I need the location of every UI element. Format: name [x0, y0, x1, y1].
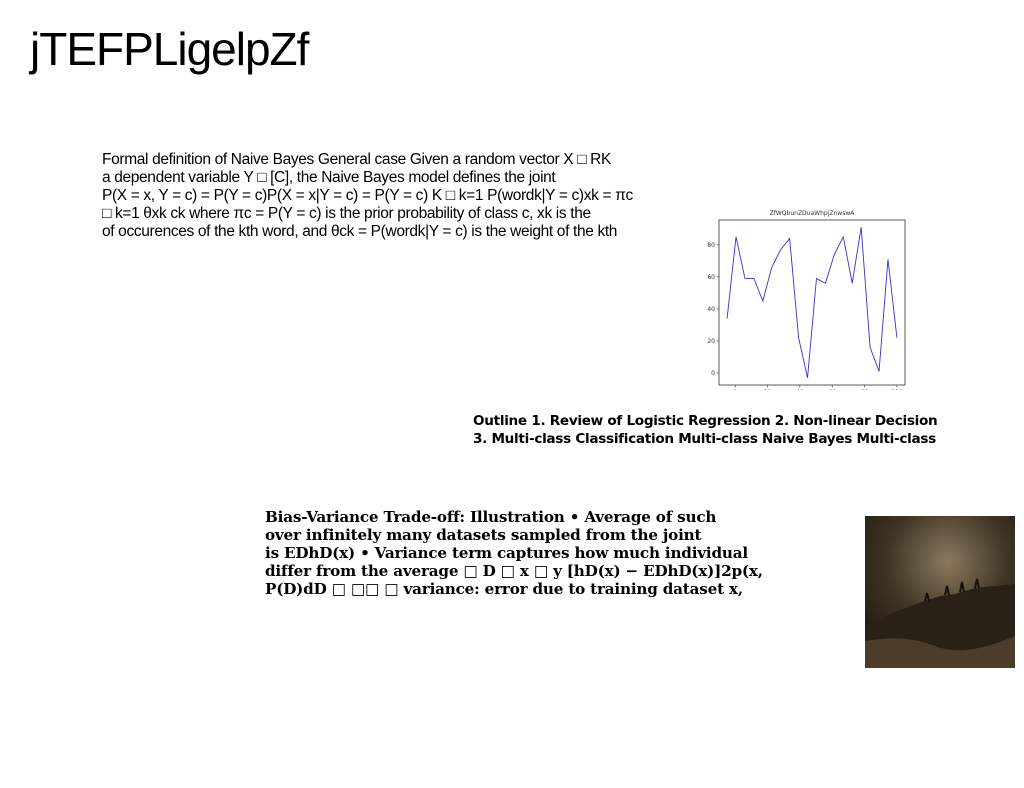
- x-tick-label: 40: [796, 389, 804, 390]
- y-tick-label: 40: [707, 306, 715, 313]
- slide-title: jTEFPLigelpZf: [30, 23, 309, 75]
- text-line: P(D)dD □ □□ □ variance: error due to tra…: [265, 580, 743, 598]
- x-tick-label: 100: [891, 389, 903, 390]
- text-line: over infinitely many datasets sampled fr…: [265, 526, 702, 544]
- y-tick-label: 60: [707, 274, 715, 281]
- paragraph: Bias-Variance Trade-off: Illustration • …: [265, 508, 763, 598]
- y-tick-label: 80: [707, 242, 715, 249]
- chart-title: ZfWQbunZDuaWhpjZnwswA: [770, 210, 856, 217]
- x-tick-label: 0: [733, 389, 737, 390]
- text-line: 3. Multi-class Classification Multi-clas…: [473, 431, 936, 447]
- photo: [865, 516, 1015, 668]
- plot-frame: [718, 219, 906, 386]
- x-tick-label: 80: [861, 389, 869, 390]
- y-tick-label: 0: [711, 370, 715, 377]
- text-line: a dependent variable Y □ [C], the Naive …: [102, 169, 556, 186]
- line-chart: ZfWQbunZDuaWhpjZnwswA 0 20 40 60 80 100 0 20 40 6…: [707, 210, 906, 390]
- text-line: is EDhD(x) • Variance term captures how …: [265, 544, 748, 562]
- paragraph: Formal definition of Naive Bayes General…: [102, 151, 633, 241]
- text-line: differ from the average □ D □ x □ y [hD(…: [265, 562, 763, 580]
- text-line: Formal definition of Naive Bayes General…: [102, 151, 611, 168]
- x-tick-label: 20: [764, 389, 772, 390]
- text-line: of occurences of the kth word, and θck =…: [102, 223, 618, 240]
- text-line: □ k=1 θxk ck where πc = P(Y = c) is the …: [102, 205, 591, 222]
- data-line: [726, 227, 898, 378]
- text-line: P(X = x, Y = c) = P(Y = c)P(X = x|Y = c)…: [102, 187, 633, 204]
- text-line: Outline 1. Review of Logistic Regression…: [473, 413, 938, 429]
- y-tick-label: 20: [707, 338, 715, 345]
- text-line: Bias-Variance Trade-off: Illustration • …: [265, 508, 717, 526]
- outline: Outline 1. Review of Logistic Regression…: [473, 412, 938, 448]
- x-tick-label: 60: [828, 389, 836, 390]
